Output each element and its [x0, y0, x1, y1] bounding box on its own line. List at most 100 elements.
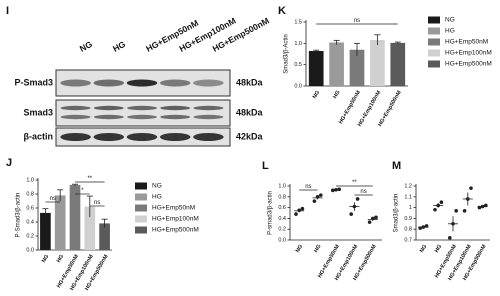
y-tick-label: 0.8: [278, 194, 286, 200]
legend-swatch: [428, 49, 440, 57]
y-tick-label: 0.9: [404, 216, 412, 222]
panel-label: K: [278, 5, 286, 17]
blot-row-label: Smad3: [23, 107, 53, 117]
x-tick-label: HG+Emp500nM: [377, 89, 403, 127]
data-point: [294, 212, 298, 216]
legend-swatch: [135, 193, 147, 201]
legend-label: HG+Emp500nM: [152, 227, 199, 234]
legend-swatch: [428, 27, 440, 35]
blot-band: [127, 105, 157, 111]
data-point: [312, 199, 317, 203]
y-tick-label: 0.2: [278, 227, 286, 233]
panel-label: I: [6, 5, 9, 17]
significance-label: ns: [50, 196, 56, 202]
data-point: [433, 207, 437, 212]
blot-band: [159, 79, 191, 87]
blot-band: [93, 105, 124, 111]
legend-swatch: [428, 60, 440, 68]
blot-band: [127, 114, 157, 120]
y-tick-label: 0.8: [26, 191, 34, 197]
y-axis-label: Smad3/β-actin: [394, 194, 400, 233]
blot-band: [60, 114, 91, 120]
y-tick-label: 0.4: [26, 219, 34, 225]
y-tick-label: 1.0: [278, 183, 286, 189]
legend-swatch: [428, 38, 440, 46]
panel-label: L: [262, 160, 269, 172]
blot-band: [60, 79, 91, 87]
y-tick-label: 1.2: [404, 183, 412, 189]
legend-label: NG: [445, 17, 455, 24]
blot-band: [160, 105, 191, 111]
y-tick-label: 1.0: [294, 41, 302, 47]
error-bar: [313, 49, 320, 52]
error-bar: [86, 195, 93, 218]
y-tick-label: 0.6: [26, 205, 34, 211]
blot-band: [93, 114, 124, 120]
bar: [84, 206, 96, 250]
significance-label: ns: [305, 184, 311, 190]
blot-strip: [55, 99, 231, 127]
data-point: [349, 212, 354, 216]
data-point: [300, 206, 305, 211]
legend-swatch: [135, 204, 147, 212]
x-tick-label: NG: [41, 254, 50, 264]
bar: [349, 49, 365, 86]
blot-row-label: P-Smad3: [14, 77, 53, 87]
y-tick-label: 0.6: [278, 205, 286, 211]
y-tick-label: 0.2: [26, 233, 34, 239]
panel-label: M: [392, 160, 401, 172]
bar: [40, 212, 51, 250]
legend-label: HG+Emp500nM: [445, 61, 492, 68]
blot-band: [193, 105, 224, 111]
legend-label: HG+Emp50nM: [152, 205, 195, 212]
error-bar: [101, 218, 108, 228]
bar: [370, 39, 385, 86]
bar: [69, 184, 81, 250]
blot-band: [159, 133, 191, 141]
y-tick-label: 1.1: [404, 194, 412, 200]
significance-label: *: [81, 188, 84, 194]
lane-label: HG: [111, 39, 127, 54]
data-point: [319, 193, 323, 197]
blot-band: [160, 114, 191, 120]
y-tick-label: 0.8: [404, 227, 412, 233]
x-tick-label: HG: [434, 244, 443, 254]
legend-label: HG+Emp50nM: [445, 39, 488, 46]
blot-size-label: 48kDa: [236, 107, 264, 117]
x-tick-label: NG: [419, 244, 428, 254]
legend-label: HG: [152, 194, 162, 201]
y-tick-label: 1.0: [26, 177, 34, 183]
y-tick-label: 0.5: [294, 62, 302, 68]
legend-swatch: [135, 226, 147, 234]
y-axis-label: Smad3/β-Actin: [284, 34, 290, 73]
legend-swatch: [135, 182, 147, 190]
x-tick-label: HG: [56, 254, 65, 264]
data-point: [331, 188, 335, 193]
blot-band: [60, 133, 91, 141]
significance-label: **: [87, 176, 92, 182]
legend-swatch: [428, 16, 440, 24]
error-bar: [394, 41, 401, 44]
lane-label: HG+Emp500nM: [211, 16, 271, 54]
significance-label: ns: [94, 200, 100, 206]
x-tick-label: NG: [295, 244, 304, 254]
blot-band: [193, 114, 224, 120]
x-tick-label: HG+Emp50nM: [338, 89, 362, 125]
blot-row-label: β-actin: [24, 131, 54, 141]
data-point: [374, 215, 378, 220]
y-tick-label: 0.7: [404, 237, 412, 243]
error-bar: [333, 39, 340, 45]
x-tick-label: HG: [313, 244, 322, 254]
blot-size-label: 42kDa: [236, 131, 264, 141]
blot-band: [193, 79, 224, 87]
panel-label: J: [6, 157, 12, 169]
y-tick-label: 0.0: [26, 247, 34, 253]
legend-swatch: [135, 215, 147, 223]
legend-label: HG: [445, 28, 455, 35]
significance-label: ns: [354, 18, 360, 24]
significance-label: ns: [360, 189, 366, 195]
error-bar: [374, 34, 381, 46]
y-tick-label: 0.0: [278, 237, 286, 243]
data-point: [439, 200, 444, 204]
bar: [54, 195, 66, 250]
